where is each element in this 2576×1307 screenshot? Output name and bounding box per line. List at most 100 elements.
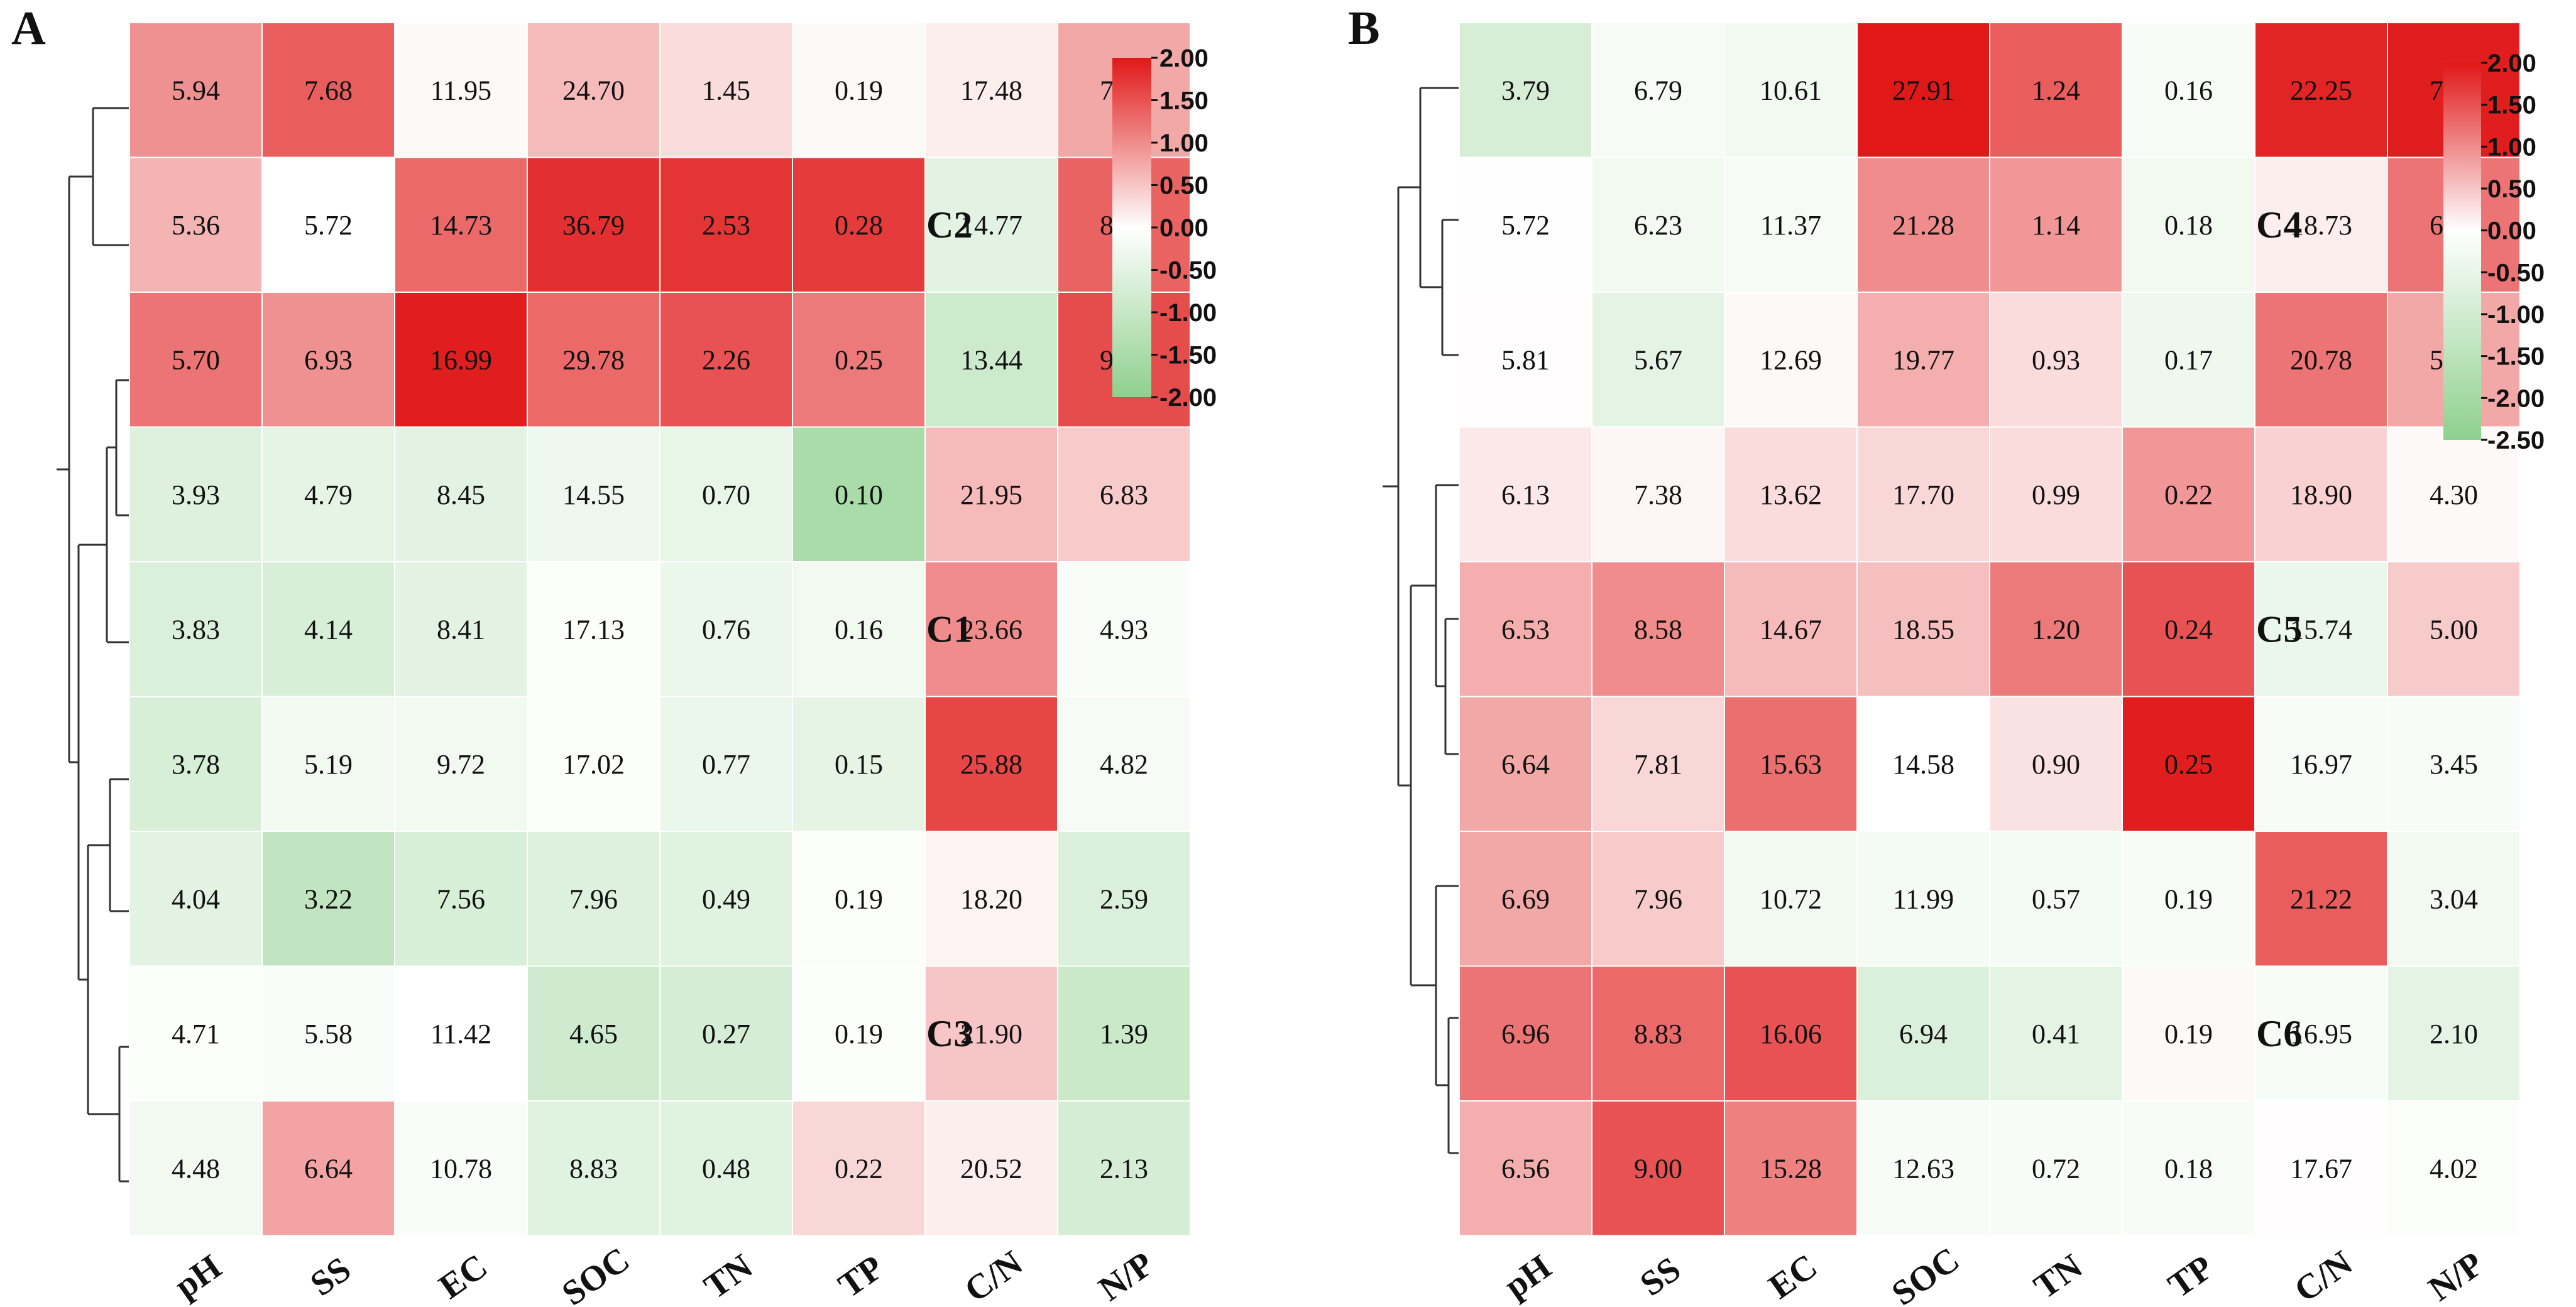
cell-value-label: 4.48 (172, 1153, 220, 1184)
cell-value-label: 4.14 (304, 614, 353, 645)
heatmap-cell (659, 156, 793, 293)
legend-tick-label: 0.50 (1159, 172, 1209, 200)
legend-tick-label: 1.00 (1159, 129, 1209, 157)
heatmap-cell (792, 22, 926, 158)
cell-value-label: 6.69 (1501, 883, 1550, 914)
cell-value-label: 7.81 (1634, 749, 1682, 780)
cell-value-label: 2.13 (1100, 1153, 1148, 1184)
legend-tick-label: 0.50 (2487, 175, 2536, 203)
heatmap-cell (1856, 22, 1990, 158)
cell-value-label: 0.19 (835, 883, 883, 914)
heatmap-cell (394, 831, 528, 967)
cell-value-label: 4.71 (172, 1019, 220, 1049)
cell-value-label: 0.16 (835, 614, 883, 645)
cell-value-label: 6.93 (304, 344, 353, 375)
heatmap-cell (2254, 292, 2388, 428)
heatmap-panel-b: B 3.79 6.79 10.61 27.91 1.24 0.16 22.25 7.81 5.7… (1348, 2, 2545, 1307)
cluster-label: C2 (926, 204, 972, 246)
cell-value-label: 7.96 (569, 883, 618, 914)
heatmap-cell (2122, 696, 2255, 832)
heatmap-cell (659, 561, 793, 697)
cell-value-label: 14.58 (1892, 749, 1954, 780)
legend-tick-label: 0.00 (2487, 217, 2536, 245)
cell-value-label: 6.94 (1899, 1019, 1948, 1049)
legend-tick-label: 2.00 (1159, 45, 1209, 72)
cell-value-label: 20.78 (2290, 344, 2352, 375)
heatmap-cell (924, 696, 1058, 832)
heatmap-panel-a: A 5.947.6811.9524.701.450.1917.487.665.3… (11, 2, 1217, 1307)
cell-value-label: 5.94 (172, 75, 220, 106)
heatmap-cell (2387, 831, 2521, 967)
cell-value-label: 0.19 (835, 75, 883, 106)
cluster-label: C6 (2256, 1013, 2302, 1054)
cell-value-label: 6.83 (1100, 479, 1148, 510)
heatmap-cell (261, 831, 395, 967)
cell-value-label: 10.72 (1760, 883, 1822, 914)
cell-value-label: 8.41 (437, 614, 485, 645)
heatmap-cell (2254, 426, 2388, 562)
cell-value-label: 0.49 (702, 883, 750, 914)
cell-value-label: 23.66 (960, 614, 1022, 645)
legend-tick-label: -1.50 (2487, 343, 2545, 371)
cell-value-label: 21.22 (2290, 883, 2352, 914)
cell-value-label: 0.57 (2032, 883, 2080, 914)
cell-value-label: 4.79 (304, 479, 353, 510)
legend-tick-label: 1.50 (2487, 92, 2536, 119)
heatmap-cell (1591, 1100, 1725, 1237)
heatmap-cell (2254, 1100, 2388, 1237)
cell-value-label: 4.82 (1100, 749, 1148, 780)
cell-value-label: 0.41 (2032, 1019, 2080, 1049)
cell-value-label: 8.83 (1634, 1019, 1682, 1049)
cell-value-label: 3.78 (172, 749, 220, 780)
cell-value-label: 18.73 (2290, 210, 2352, 241)
cell-value-label: 22.25 (2290, 75, 2352, 106)
heatmap-cell (924, 426, 1058, 562)
cell-value-label: 0.77 (702, 749, 750, 780)
cell-value-label: 36.79 (562, 210, 625, 241)
legend-tick-label: 1.50 (1159, 87, 1209, 115)
cell-value-label: 29.78 (562, 344, 625, 375)
heatmap-cell (2122, 426, 2255, 562)
heatmap-cell (2254, 22, 2388, 158)
heatmap-cell (2254, 156, 2388, 293)
heatmap-cell (129, 561, 263, 697)
heatmap-cell (659, 965, 793, 1102)
heatmap-cell (792, 965, 926, 1102)
cell-value-label: 14.73 (430, 210, 492, 241)
cell-value-label: 11.37 (1760, 210, 1821, 241)
column-label: pH (168, 1247, 229, 1306)
cluster-label: C1 (926, 608, 972, 650)
heatmap-cell (1459, 426, 1592, 562)
cell-value-label: 18.20 (960, 883, 1022, 914)
column-label: SOC (1885, 1240, 1966, 1307)
cell-value-label: 9.72 (437, 749, 485, 780)
cell-value-label: 3.79 (1501, 75, 1550, 106)
heatmap-cell (2122, 292, 2255, 428)
cell-value-label: 7.56 (437, 883, 485, 914)
heatmap-cell (1724, 831, 1858, 967)
heatmap-cell (1057, 1100, 1191, 1237)
legend-tick-label: -0.50 (1159, 257, 1217, 285)
heatmap-cell (659, 22, 793, 158)
column-label: N/P (2421, 1244, 2490, 1307)
heatmap-cell (1989, 1100, 2123, 1237)
heatmap-cell (1856, 965, 1990, 1102)
cell-value-label: 14.67 (1760, 614, 1822, 645)
legend-tick-label: -1.00 (1159, 299, 1217, 327)
cell-value-label: 2.10 (2430, 1019, 2478, 1049)
heatmap-cell (1057, 696, 1191, 832)
cell-value-label: 7.68 (304, 75, 353, 106)
cell-value-label: 6.53 (1501, 614, 1550, 645)
cell-value-label: 5.36 (172, 210, 220, 241)
heatmap-cell (1459, 696, 1592, 832)
cell-value-label: 0.19 (2164, 1019, 2213, 1049)
heatmap-cell (1989, 22, 2123, 158)
heatmap-cell (1724, 426, 1858, 562)
cell-value-label: 13.44 (960, 344, 1022, 375)
heatmap-cell (792, 156, 926, 293)
heatmap-cell (924, 561, 1058, 697)
cell-value-label: 16.97 (2290, 749, 2352, 780)
column-label: TP (831, 1248, 891, 1306)
cell-value-label: 0.22 (835, 1153, 883, 1184)
cell-value-label: 16.06 (1760, 1019, 1822, 1049)
